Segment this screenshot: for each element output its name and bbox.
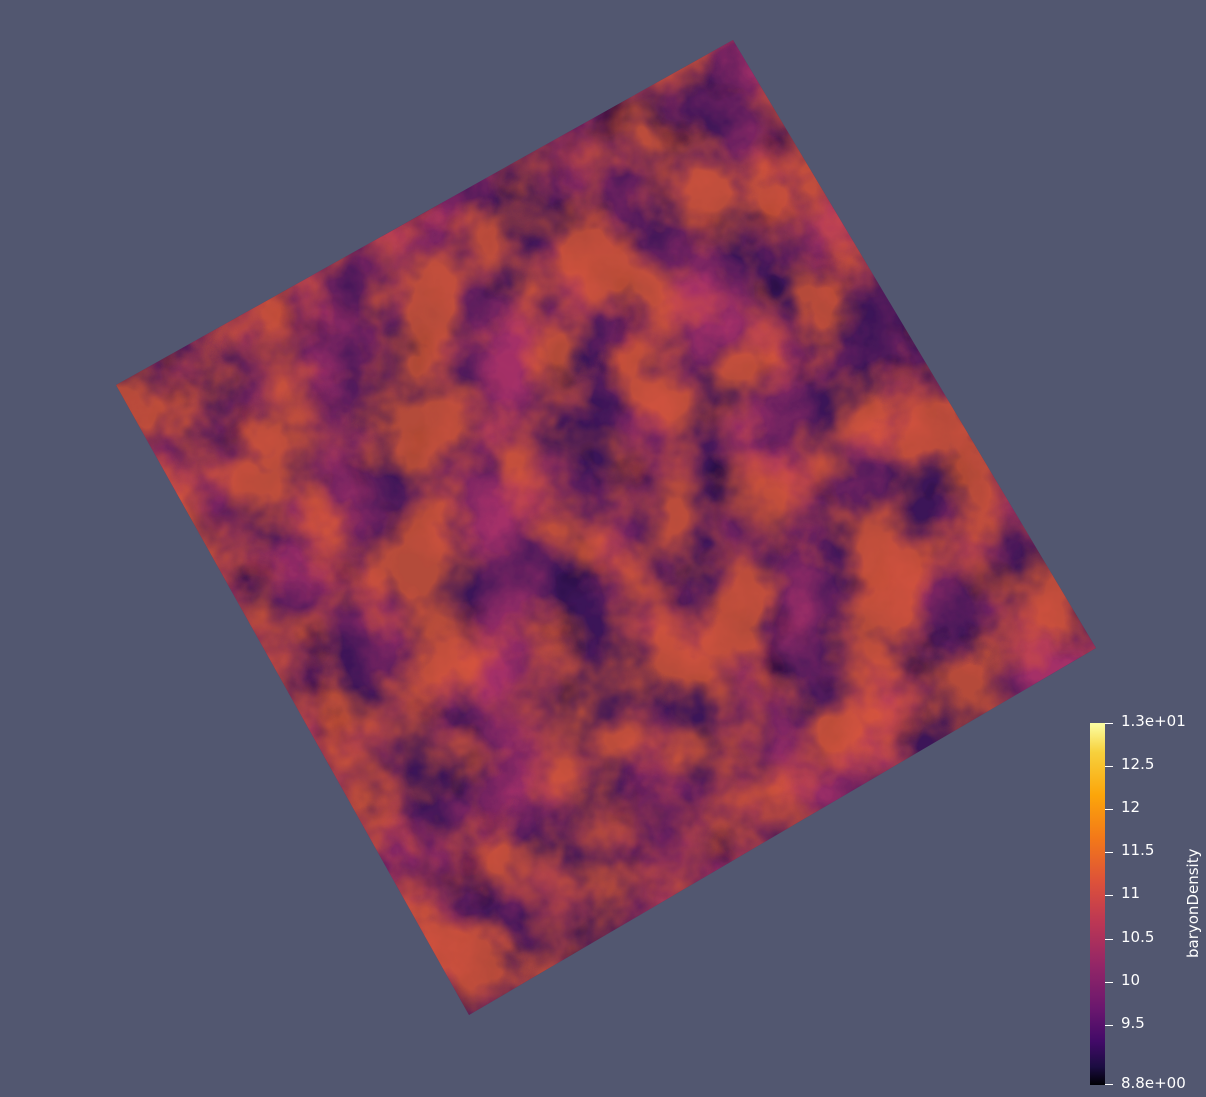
colorbar-tick [1105, 1025, 1113, 1026]
colorbar-tick-label-min: 8.8e+00 [1121, 1074, 1186, 1092]
colorbar-tick-label: 12 [1121, 798, 1141, 816]
colorbar-tick [1105, 895, 1113, 896]
colorbar-tick [1105, 809, 1113, 810]
colorbar-tick-label: 11 [1121, 884, 1141, 902]
colorbar-tick-label-max: 1.3e+01 [1121, 712, 1186, 730]
colorbar-tick-label: 9.5 [1121, 1014, 1145, 1032]
colorbar-tick-label: 10 [1121, 971, 1141, 989]
colorbar-tick [1105, 982, 1113, 983]
colorbar-tick [1105, 852, 1113, 853]
colorbar-tick [1105, 939, 1113, 940]
colorbar-tick-label: 11.5 [1121, 841, 1155, 859]
colorbar-tick [1105, 1084, 1113, 1085]
colorbar-tick [1105, 766, 1113, 767]
colorbar-tick-label: 10.5 [1121, 928, 1155, 946]
colorbar-tick-label: 12.5 [1121, 755, 1155, 773]
colorbar-title: baryonDensity [1184, 848, 1202, 958]
colorbar-tick [1105, 723, 1113, 724]
colorbar-gradient [1090, 723, 1105, 1085]
